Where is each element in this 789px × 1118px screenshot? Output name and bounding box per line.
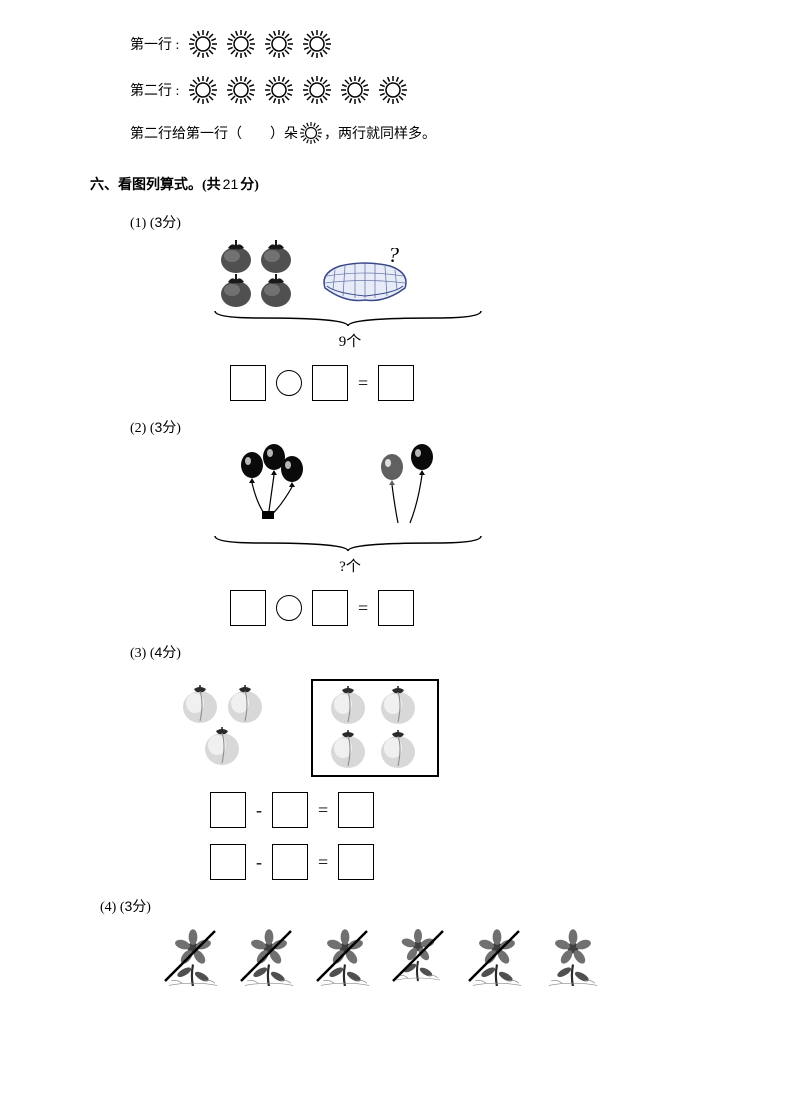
answer-box[interactable] [210,844,246,880]
q2-pts-suffix: 分) [162,421,181,436]
row2-label: 第二行 : [130,80,179,100]
sun-icon [303,30,331,58]
answer-box[interactable] [338,844,374,880]
row2-suns [189,76,407,104]
q1-pts-suffix: 分) [162,216,181,231]
q3-num: (3) [130,646,146,661]
q4-num: (4) [100,900,116,915]
row1-label: 第一行 : [130,34,179,54]
q3-equation-2: - = [210,844,789,880]
sun-icon [300,122,322,144]
peaches-left-icon [170,683,280,773]
q4-figure [100,926,789,986]
flower-crossed-icon [160,926,230,986]
flower-icon [540,926,610,986]
question-4: (4) (3分) [0,896,789,986]
peaches-right-icon [310,678,440,778]
q2-figure [210,443,490,533]
answer-box[interactable] [312,590,348,626]
q2-equation: = [230,590,789,626]
question-2: (2) (3分) ?个 = [0,417,789,626]
section6-points: 21 [223,176,239,192]
sun-icon [379,76,407,104]
flower-crossed-icon [388,926,458,986]
q4-label: (4) (3分) [100,896,789,916]
answer-box[interactable] [272,844,308,880]
answer-box[interactable] [378,590,414,626]
q1-num: (1) [130,216,146,231]
equals-sign: = [358,373,368,394]
q3-equation-1: - = [210,792,789,828]
row1: 第一行 : [130,30,689,58]
q1-brace: 9个 [210,308,490,351]
minus-sign: - [256,852,262,873]
answer-box[interactable] [378,365,414,401]
sun-icon [227,76,255,104]
svg-text:?: ? [388,248,399,267]
operator-circle[interactable] [276,595,302,621]
minus-sign: - [256,800,262,821]
equals-sign: = [358,598,368,619]
q1-brace-label: 9个 [210,330,490,351]
brace-icon [210,308,486,328]
section6-title-suffix: 分) [240,174,259,194]
q3-figure [170,678,789,778]
brace-icon [210,533,486,553]
flower-crossed-icon [464,926,534,986]
q1-label: (1) (3分) [130,212,789,232]
sun-icon [265,76,293,104]
q2-brace-label: ?个 [210,555,490,576]
sun-icon [227,30,255,58]
compare-prefix: 第二行给第一行（ [130,123,242,143]
sun-icon [189,76,217,104]
q2-label: (2) (3分) [130,417,789,437]
q3-label: (3) (4分) [130,642,789,662]
question-3: (3) (4分) - = - = [0,642,789,880]
q1-equation: = [230,365,789,401]
section6-title: 六、看图列算式。(共 21 分) [0,174,789,194]
sun-icon [341,76,369,104]
compare-suffix: ，两行就同样多。 [324,123,436,143]
question-1: (1) (3分) ? 9个 = [0,212,789,401]
equals-sign: = [318,800,328,821]
sun-icon [303,76,331,104]
persimmons-icon [210,238,300,308]
q3-pts-suffix: 分) [162,646,181,661]
answer-box[interactable] [312,365,348,401]
row1-suns [189,30,331,58]
section6-title-prefix: 六、看图列算式。(共 [90,174,221,194]
q4-pts-suffix: 分) [132,900,151,915]
answer-box[interactable] [230,590,266,626]
q2-brace: ?个 [210,533,490,576]
answer-box[interactable] [210,792,246,828]
compare-sentence: 第二行给第一行（ ）朵 ，两行就同样多。 [130,122,689,144]
row2: 第二行 : [130,76,689,104]
compare-blank [242,125,270,141]
sun-icon [189,30,217,58]
equals-sign: = [318,852,328,873]
compare-after-paren: ）朵 [270,123,298,143]
sun-icon [265,30,293,58]
q1-figure: ? [210,238,789,308]
flower-crossed-icon [236,926,306,986]
answer-box[interactable] [338,792,374,828]
operator-circle[interactable] [276,370,302,396]
q2-num: (2) [130,421,146,436]
flower-crossed-icon [312,926,382,986]
plate-icon: ? [310,248,420,308]
answer-box[interactable] [230,365,266,401]
answer-box[interactable] [272,792,308,828]
